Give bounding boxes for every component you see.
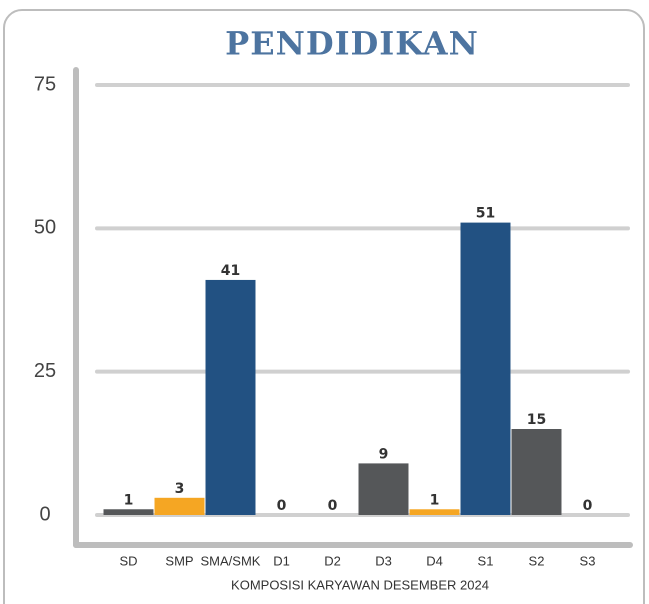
y-tick-label: 0 [39,503,50,525]
x-tick-label: SMA/SMK [201,553,261,568]
value-label: 0 [328,498,338,514]
x-tick-label: D3 [375,553,392,568]
x-tick-label: SD [119,553,137,568]
frame [3,9,645,604]
value-label: 41 [221,263,240,279]
bar [460,222,511,515]
value-label: 0 [277,498,287,514]
bar [511,429,562,515]
y-tick-label: 75 [34,73,56,95]
value-label: 9 [379,446,389,462]
x-tick-label: D1 [273,553,290,568]
bar [154,497,205,515]
x-tick-label: S2 [529,553,545,568]
bars [103,222,562,515]
bar [358,463,409,515]
value-label: 0 [583,498,593,514]
x-tick-label: D4 [426,553,443,568]
value-label: 51 [476,206,495,222]
x-tick-label: S3 [580,553,596,568]
x-axis-label: KOMPOSISI KARYAWAN DESEMBER 2024 [231,577,489,592]
chart-title: PENDIDIKAN [225,25,479,63]
bar [409,509,460,515]
x-tick-label: S1 [478,553,494,568]
bar [205,279,256,515]
bar [103,509,154,515]
value-label: 3 [175,481,185,497]
value-label: 15 [527,412,546,428]
value-label: 1 [124,492,134,508]
value-label: 1 [430,492,440,508]
y-tick-label: 50 [34,217,56,239]
x-tick-label: D2 [324,553,341,568]
x-tick-label: SMP [165,553,193,568]
y-tick-label: 25 [34,360,56,382]
